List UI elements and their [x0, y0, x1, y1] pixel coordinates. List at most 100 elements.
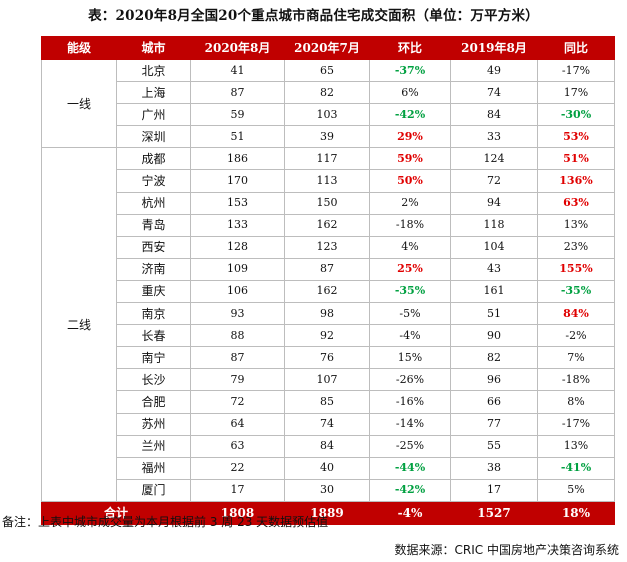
city-cell: 福州 [116, 456, 191, 480]
yoy-cell: 53% [537, 125, 615, 149]
aug2019-cell: 82 [450, 346, 538, 370]
yoy-cell: 51% [537, 147, 615, 171]
jul2020-cell: 150 [284, 191, 370, 215]
aug2020-cell: 64 [190, 412, 285, 436]
aug2019-cell: 51 [450, 302, 538, 326]
aug2020-cell: 17 [190, 478, 285, 502]
aug2019-cell: 118 [450, 213, 538, 237]
mom-cell: 50% [369, 169, 451, 193]
yoy-cell: -17% [537, 412, 615, 436]
yoy-cell: 13% [537, 213, 615, 237]
jul2020-cell: 117 [284, 147, 370, 171]
table-row: 西安 128 123 4% 104 23% [42, 235, 615, 259]
aug2020-cell: 63 [190, 434, 285, 458]
mom-cell: -42% [369, 478, 451, 502]
table-row: 重庆 106 162 -35% 161 -35% [42, 279, 615, 304]
aug2020-cell: 72 [190, 390, 285, 414]
jul2020-cell: 40 [284, 456, 370, 480]
aug2019-cell: 72 [450, 169, 538, 193]
mom-cell: -16% [369, 390, 451, 414]
table-row: 济南 109 87 25% 43 155% [42, 257, 615, 281]
table-row: 长沙 79 107 -26% 96 -18% [42, 368, 615, 392]
yoy-cell: 136% [537, 169, 615, 193]
aug2020-cell: 51 [190, 125, 285, 149]
jul2020-cell: 84 [284, 434, 370, 458]
aug2020-cell: 109 [190, 257, 285, 281]
jul2020-cell: 123 [284, 235, 370, 259]
table-row: 南京 93 98 -5% 51 84% [42, 302, 615, 326]
header-tier: 能级 [41, 36, 117, 60]
mom-cell: -37% [369, 58, 451, 83]
table-row: 苏州 64 74 -14% 77 -17% [42, 412, 615, 436]
aug2019-cell: 77 [450, 412, 538, 436]
mom-cell: 59% [369, 147, 451, 171]
aug2020-cell: 186 [190, 147, 285, 171]
city-cell: 广州 [116, 103, 191, 127]
tier-label: 二线 [41, 147, 117, 502]
aug2019-cell: 17 [450, 478, 538, 502]
mom-cell: -42% [369, 103, 451, 127]
total-mom: -4% [369, 500, 451, 525]
aug2020-cell: 106 [190, 279, 285, 304]
jul2020-cell: 74 [284, 412, 370, 436]
mom-cell: -4% [369, 324, 451, 348]
yoy-cell: -2% [537, 324, 615, 348]
yoy-cell: 23% [537, 235, 615, 259]
aug2019-cell: 94 [450, 191, 538, 215]
aug2019-cell: 90 [450, 324, 538, 348]
aug2019-cell: 84 [450, 103, 538, 127]
jul2020-cell: 103 [284, 103, 370, 127]
city-cell: 长春 [116, 324, 191, 348]
city-cell: 兰州 [116, 434, 191, 458]
table-row: 南宁 87 76 15% 82 7% [42, 346, 615, 370]
jul2020-cell: 65 [284, 58, 370, 83]
table-row: 广州 59 103 -42% 84 -30% [42, 103, 615, 127]
city-cell: 厦门 [116, 478, 191, 502]
aug2019-cell: 104 [450, 235, 538, 259]
mom-cell: -5% [369, 302, 451, 326]
table-body: 一线 北京 41 65 -37% 49 -17% 上海 87 82 6% 74 17% 广州 59 103 -4… [41, 58, 615, 502]
city-cell: 上海 [116, 81, 191, 105]
yoy-cell: 13% [537, 434, 615, 458]
table-row: 兰州 63 84 -25% 55 13% [42, 434, 615, 458]
mom-cell: -35% [369, 279, 451, 304]
city-cell: 南京 [116, 302, 191, 326]
table-row: 上海 87 82 6% 74 17% [42, 81, 615, 105]
yoy-cell: -17% [537, 58, 615, 83]
tier-label: 一线 [41, 58, 117, 149]
total-yoy: 18% [537, 500, 615, 525]
mom-cell: 6% [369, 81, 451, 105]
table-title: 表：2020年8月全国20个重点城市商品住宅成交面积（单位：万平方米） [88, 8, 539, 24]
aug2020-cell: 128 [190, 235, 285, 259]
aug2020-cell: 133 [190, 213, 285, 237]
yoy-cell: -35% [537, 279, 615, 304]
mom-cell: -18% [369, 213, 451, 237]
aug2019-cell: 74 [450, 81, 538, 105]
aug2020-cell: 41 [190, 58, 285, 83]
yoy-cell: 84% [537, 302, 615, 326]
data-table: 能级 城市 2020年8月 2020年7月 环比 2019年8月 同比 一线 北京… [41, 36, 615, 525]
mom-cell: 2% [369, 191, 451, 215]
aug2020-cell: 87 [190, 346, 285, 370]
city-cell: 杭州 [116, 191, 191, 215]
yoy-cell: 5% [537, 478, 615, 502]
aug2019-cell: 124 [450, 147, 538, 171]
aug2019-cell: 33 [450, 125, 538, 149]
jul2020-cell: 82 [284, 81, 370, 105]
aug2020-cell: 170 [190, 169, 285, 193]
total-aug2020: 1808 [190, 500, 285, 525]
yoy-cell: 17% [537, 81, 615, 105]
table-row: 一线 北京 41 65 -37% 49 -17% [41, 58, 615, 149]
header-city: 城市 [116, 36, 191, 60]
aug2019-cell: 55 [450, 434, 538, 458]
yoy-cell: 63% [537, 191, 615, 215]
total-row: 合计 1808 1889 -4% 1527 18% [41, 500, 615, 525]
city-cell: 重庆 [116, 279, 191, 304]
mom-cell: 29% [369, 125, 451, 149]
city-cell: 济南 [116, 257, 191, 281]
header-mom: 环比 [369, 36, 451, 60]
yoy-cell: -18% [537, 368, 615, 392]
table-row: 青岛 133 162 -18% 118 13% [42, 213, 615, 237]
aug2020-cell: 87 [190, 81, 285, 105]
city-cell: 合肥 [116, 390, 191, 414]
